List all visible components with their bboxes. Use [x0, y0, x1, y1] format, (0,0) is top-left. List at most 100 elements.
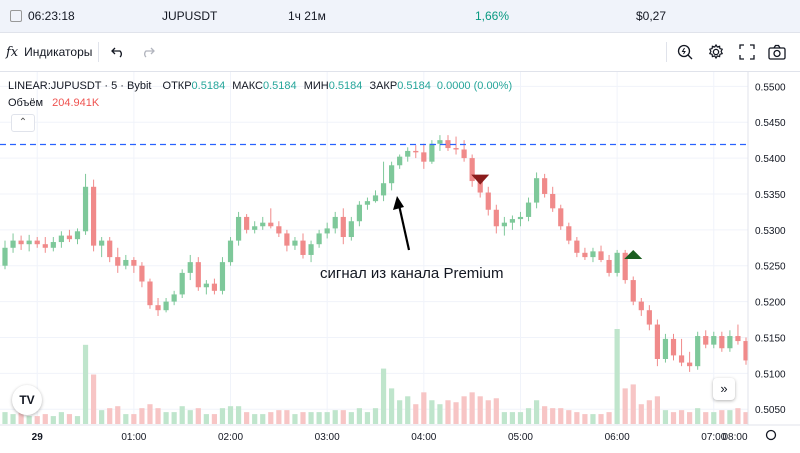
volume-bar: [469, 392, 475, 424]
volume-bar: [550, 408, 556, 424]
legend-symbol[interactable]: LINEAR:JUPUSDT · 5 · Bybit: [8, 80, 152, 92]
gear-icon: [708, 43, 724, 60]
volume-bar: [300, 412, 306, 424]
undo-button[interactable]: [110, 33, 126, 71]
volume-bar: [348, 412, 354, 424]
collapse-legend-button[interactable]: ⌃: [11, 114, 35, 132]
volume-bar: [66, 414, 73, 424]
volume-bar: [2, 412, 8, 424]
candle-body: [203, 283, 209, 288]
candle-body: [227, 240, 234, 263]
volume-bar: [227, 406, 234, 424]
fullscreen-button[interactable]: [736, 41, 758, 63]
time-tick-label: 05:00: [508, 432, 533, 443]
current-price-label: 0.5419: [755, 140, 786, 151]
candle-body: [533, 178, 540, 203]
candle-body: [574, 240, 580, 253]
volume-bar: [10, 414, 16, 424]
candle-body: [2, 247, 8, 266]
price-tick-label: 0.5100: [755, 369, 786, 380]
candle-body: [260, 222, 266, 227]
candle-body: [324, 228, 330, 234]
volume-bar: [372, 408, 379, 424]
legend-open: 0.5184: [191, 80, 226, 92]
signal-annotation: сигнал из канала Premium: [320, 265, 504, 282]
volume-bar: [590, 414, 596, 424]
settings-button[interactable]: [705, 41, 727, 63]
volume-bar: [558, 408, 564, 424]
volume-bar: [276, 410, 282, 424]
search-bolt-icon: [677, 44, 693, 60]
price-tick-label: 0.5250: [755, 262, 786, 273]
duration-value: 1ч 21м: [288, 9, 326, 23]
candle-body: [662, 338, 669, 359]
volume-bar: [74, 416, 81, 424]
candle-body: [348, 221, 354, 238]
volume-bar: [163, 412, 169, 424]
candle-body: [356, 204, 362, 222]
volume-bar: [525, 408, 532, 424]
volume-bar: [517, 412, 524, 424]
candle-body: [131, 259, 137, 266]
volume-bar: [743, 412, 749, 424]
toolbar-divider: [98, 33, 99, 71]
tradingview-logo[interactable]: TV: [12, 385, 42, 415]
volume-bar: [413, 404, 419, 424]
volume-label[interactable]: Объём: [8, 97, 44, 109]
quick-search-button[interactable]: [674, 41, 696, 63]
candle-body: [405, 150, 411, 157]
candle-body: [244, 216, 250, 230]
time-tick-label: 08:00: [722, 432, 747, 443]
indicators-button[interactable]: fx Индикаторы: [6, 33, 92, 71]
candle-body: [372, 195, 379, 202]
scroll-to-realtime-button[interactable]: »: [713, 378, 735, 400]
candle-body: [74, 231, 81, 240]
candle-body: [163, 301, 169, 311]
candle-body: [501, 222, 507, 227]
time-tick-label: 29: [32, 432, 44, 443]
volume-bar: [219, 408, 226, 424]
snapshot-button[interactable]: [766, 41, 788, 63]
candle-body: [550, 193, 556, 209]
candle-body: [397, 156, 403, 166]
volume-bar: [34, 416, 40, 424]
clock-icon: [10, 10, 22, 22]
volume-bar: [405, 396, 411, 424]
annotation-arrow-icon: [397, 204, 411, 251]
candle-body: [58, 235, 64, 243]
candle-body: [590, 251, 596, 258]
candle-body: [743, 341, 749, 361]
sell-signal-icon: [471, 174, 490, 185]
volume-bar: [654, 396, 661, 424]
price-tick-label: 0.5150: [755, 333, 786, 344]
volume-bar: [493, 398, 499, 424]
volume-bar: [268, 412, 274, 424]
current-price-badge: [749, 136, 797, 153]
volume-bar: [598, 414, 604, 424]
top-status-bar: 06:23:18 JUPUSDT 1ч 21м 1,66% $0,27: [0, 0, 800, 33]
volume-bar: [695, 408, 701, 424]
volume-bar: [397, 400, 403, 424]
volume-bar: [324, 412, 330, 424]
redo-icon: [144, 47, 155, 58]
volume-bar: [235, 406, 242, 424]
candle-body: [687, 362, 693, 367]
annotation-arrowhead-icon: [393, 196, 404, 210]
symbol-value: JUPUSDT: [162, 9, 218, 23]
candle-body: [332, 216, 338, 229]
volume-bar: [107, 408, 113, 424]
volume-bar: [582, 414, 588, 424]
volume-bar: [727, 410, 733, 424]
candle-body: [598, 251, 604, 260]
redo-button[interactable]: [140, 33, 156, 71]
price-tick-label: 0.5300: [755, 226, 786, 237]
candle-body: [477, 181, 483, 193]
undo-icon: [111, 47, 122, 58]
fullscreen-icon: [739, 44, 755, 60]
candle-body: [606, 259, 612, 273]
volume-bar: [678, 410, 685, 424]
volume-value: 204.941K: [52, 97, 100, 109]
price-tick-label: 0.5050: [755, 405, 786, 416]
candle-body: [654, 324, 661, 359]
candle-body: [195, 262, 201, 288]
